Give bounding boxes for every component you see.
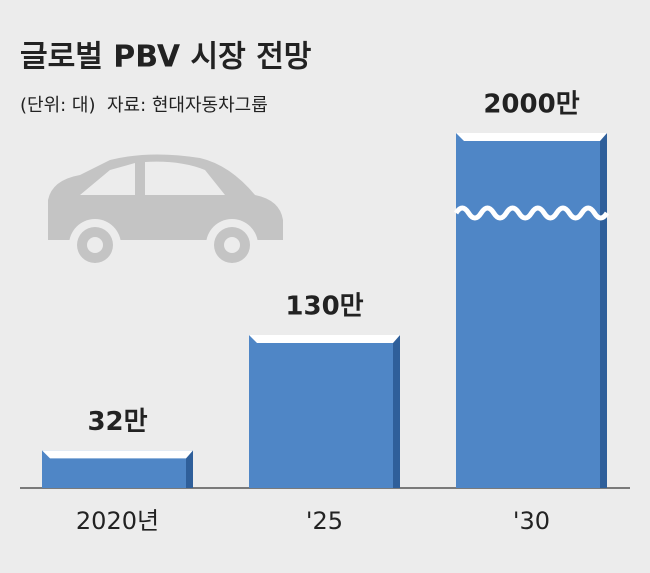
x-tick-label: 2020년: [76, 507, 159, 535]
bar-top: [42, 450, 193, 459]
bar-side: [600, 133, 607, 488]
x-tick-label: '25: [306, 507, 343, 535]
chart-title: 글로벌 PBV 시장 전망: [20, 40, 312, 75]
chart-subtitle: (단위: 대) 자료: 현대자동차그룹: [20, 95, 268, 116]
car-icon: [48, 154, 283, 271]
bar-side: [393, 335, 400, 488]
bar: [249, 335, 400, 488]
bar-top: [249, 335, 400, 343]
value-label: 32만: [87, 407, 147, 437]
bar-top: [456, 133, 607, 141]
axis-break: [453, 205, 610, 221]
bar-side: [186, 450, 193, 488]
bar: [456, 133, 607, 488]
value-label: 2000만: [483, 90, 579, 120]
value-label: 130만: [285, 292, 363, 322]
x-tick-label: '30: [513, 507, 550, 535]
